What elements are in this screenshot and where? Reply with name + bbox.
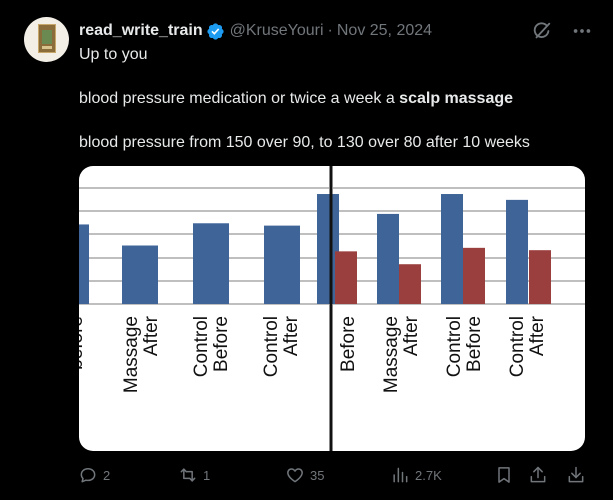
repost-button[interactable]: 1 (178, 465, 210, 485)
display-name[interactable]: read_write_train (79, 22, 203, 39)
chart-tick-label: Massage (381, 316, 402, 393)
chart-tick-label: After (281, 315, 302, 356)
chart-tick-label: Control (444, 316, 465, 377)
chart-left: before Massage After Control Before Control Af… (79, 187, 329, 393)
grok-icon[interactable] (531, 20, 553, 42)
share-icon (530, 466, 546, 483)
like-count: 35 (310, 467, 325, 483)
chart-bar (441, 194, 463, 304)
chart-tick-label: After (141, 315, 162, 356)
views-icon (393, 467, 408, 483)
avatar[interactable] (24, 17, 69, 62)
chart-tick-label: Before (338, 316, 359, 372)
chart-bar (193, 223, 229, 304)
share-button[interactable] (528, 465, 548, 485)
chart-tick-label: Before (211, 316, 232, 372)
views-count: 2.7K (415, 467, 442, 483)
repost-icon (180, 468, 196, 482)
chart-tick-label: After (401, 315, 422, 356)
reply-count: 2 (103, 467, 111, 483)
chart-bar (506, 199, 528, 304)
action-bar: 2 1 35 2.7K (78, 465, 588, 487)
chart-tick-label: Control (191, 316, 212, 377)
post-text-line-1: Up to you (79, 46, 148, 63)
chart-tick-label: Massage (121, 316, 142, 393)
reply-button[interactable]: 2 (78, 465, 110, 485)
chart-right: Before Massage After Control Before Control Af… (317, 187, 585, 393)
chart-bar (529, 250, 551, 304)
separator-dot: · (327, 22, 333, 39)
chart-bar (335, 251, 357, 304)
chart-bar (377, 213, 399, 304)
chart-image: before Massage After Control Before Control Af… (79, 166, 585, 451)
reply-icon (80, 468, 96, 483)
heart-icon (287, 468, 303, 483)
bookmark-button[interactable] (494, 465, 514, 485)
download-icon (568, 466, 584, 483)
chart-tick-label: Control (261, 316, 282, 377)
post-header: read_write_train @KruseYouri · Nov 25, 2… (79, 20, 432, 42)
chart-bar (264, 225, 300, 304)
post-media[interactable]: before Massage After Control Before Control Af… (79, 166, 585, 451)
verified-badge-icon (206, 22, 224, 40)
chart-tick-label: Control (507, 316, 528, 377)
post-text-line-2: blood pressure medication or twice a wee… (79, 89, 513, 109)
chart-bar (79, 224, 89, 304)
like-button[interactable]: 35 (285, 465, 324, 485)
chart-tick-label: before (79, 316, 87, 370)
chart-bar (317, 194, 339, 304)
more-icon[interactable] (571, 20, 593, 42)
post-text-highlight: scalp massage (399, 90, 514, 107)
chart-bar (122, 245, 158, 304)
chart-bar (399, 264, 421, 304)
chart-tick-label: After (527, 315, 548, 356)
post-text-line-2-prefix: blood pressure medication or twice a wee… (79, 90, 400, 107)
bookmark-icon (498, 467, 510, 483)
chart-bar (463, 247, 485, 304)
post-date[interactable]: Nov 25, 2024 (336, 22, 433, 39)
chart-tick-label: Before (464, 316, 485, 372)
download-button[interactable] (566, 465, 586, 485)
views-button[interactable]: 2.7K (390, 465, 442, 485)
repost-count: 1 (203, 467, 211, 483)
user-handle[interactable]: @KruseYouri (229, 22, 324, 39)
post-text-line-3: blood pressure from 150 over 90, to 130 … (79, 134, 530, 151)
book-cover-image (38, 24, 56, 53)
